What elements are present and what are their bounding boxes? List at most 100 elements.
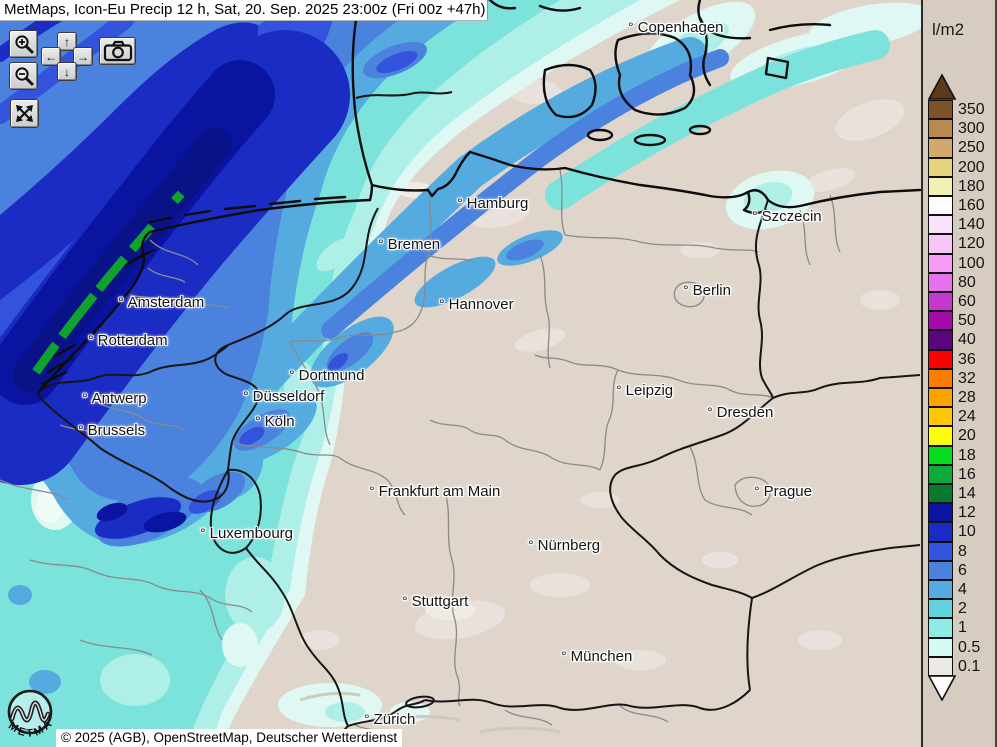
city-label-brussels: ° Brussels bbox=[78, 422, 145, 439]
snapshot-button[interactable] bbox=[99, 37, 136, 65]
legend-unit-label: l/m2 bbox=[932, 20, 965, 39]
legend-value: 120 bbox=[958, 235, 985, 253]
city-label-hannover: ° Hannover bbox=[439, 296, 514, 313]
legend-value: 14 bbox=[958, 485, 976, 502]
legend-value: 50 bbox=[958, 312, 976, 330]
legend-value: 1 bbox=[958, 619, 967, 637]
precip-legend-panel: l/m2 350 300 250 200 180 160 140 120 100 80 60 50 40… bbox=[921, 0, 997, 747]
legend-value: 6 bbox=[958, 561, 967, 579]
city-marker: ° bbox=[754, 483, 760, 499]
city-label-antwerp: ° Antwerp bbox=[82, 390, 147, 407]
legend-value: 0.5 bbox=[958, 638, 981, 656]
city-label-n-rnberg: ° Nürnberg bbox=[528, 537, 600, 554]
city-label-stuttgart: ° Stuttgart bbox=[402, 593, 468, 610]
zoom-in-icon bbox=[14, 35, 33, 54]
city-label-k-ln: ° Köln bbox=[255, 413, 295, 430]
pan-down-button[interactable]: ↓ bbox=[57, 62, 77, 81]
zoom-out-button[interactable] bbox=[9, 62, 38, 90]
fullscreen-icon bbox=[16, 105, 33, 122]
city-name: Antwerp bbox=[91, 390, 147, 407]
city-marker: ° bbox=[616, 382, 622, 398]
legend-swatch bbox=[928, 388, 953, 408]
city-label-d-sseldorf: ° Düsseldorf bbox=[243, 388, 324, 405]
city-name: Berlin bbox=[692, 282, 731, 299]
legend-bottom-arrow bbox=[928, 674, 957, 701]
map-title: MetMaps, Icon-Eu Precip 12 h, Sat, 20. S… bbox=[4, 1, 486, 18]
city-marker: ° bbox=[255, 413, 261, 429]
legend-value: 350 bbox=[958, 101, 985, 118]
legend-swatch bbox=[928, 503, 953, 523]
legend-swatch bbox=[928, 272, 953, 292]
trace-precip-patches bbox=[300, 37, 905, 670]
city-name: Zürich bbox=[373, 711, 416, 728]
legend-value: 2 bbox=[958, 600, 967, 618]
city-name: Köln bbox=[264, 413, 295, 430]
legend-swatch bbox=[928, 541, 953, 561]
pan-left-icon: ← bbox=[45, 49, 57, 64]
city-label-rotterdam: ° Rotterdam bbox=[88, 332, 168, 349]
city-marker: ° bbox=[364, 711, 370, 727]
legend-swatch bbox=[928, 407, 953, 427]
precipitation-field bbox=[0, 0, 932, 747]
legend-value: 100 bbox=[958, 254, 985, 272]
legend-swatch bbox=[928, 637, 953, 657]
green-max-precip-streak bbox=[32, 166, 207, 375]
city-marker: ° bbox=[88, 332, 94, 348]
city-name: Düsseldorf bbox=[252, 388, 325, 405]
legend-swatch bbox=[928, 368, 953, 388]
legend-swatch bbox=[928, 484, 953, 504]
fullscreen-button[interactable] bbox=[10, 99, 39, 128]
city-label-m-nchen: ° München bbox=[561, 648, 632, 665]
camera-icon bbox=[103, 40, 132, 62]
city-label-leipzig: ° Leipzig bbox=[616, 382, 673, 399]
city-marker: ° bbox=[752, 208, 758, 224]
legend-value: 8 bbox=[958, 542, 967, 560]
city-label-berlin: ° Berlin bbox=[683, 282, 731, 299]
city-name: Leipzig bbox=[625, 382, 674, 399]
legend-swatch bbox=[928, 138, 953, 158]
zoom-in-button[interactable] bbox=[9, 30, 38, 58]
pan-right-button[interactable]: → bbox=[73, 47, 93, 66]
map-title-bar: MetMaps, Icon-Eu Precip 12 h, Sat, 20. S… bbox=[0, 0, 488, 21]
city-marker: ° bbox=[78, 422, 84, 438]
city-label-luxembourg: ° Luxembourg bbox=[200, 525, 293, 542]
city-label-amsterdam: ° Amsterdam bbox=[118, 294, 204, 311]
legend-swatch bbox=[928, 580, 953, 600]
pan-up-button[interactable]: ↑ bbox=[57, 32, 77, 51]
city-marker: ° bbox=[378, 236, 384, 252]
city-marker: ° bbox=[243, 388, 249, 404]
pan-left-button[interactable]: ← bbox=[41, 47, 61, 66]
city-name: Szczecin bbox=[761, 208, 822, 225]
legend-value: 80 bbox=[958, 273, 976, 291]
city-name: Dortmund bbox=[298, 367, 365, 384]
legend-swatch bbox=[928, 560, 953, 580]
city-marker: ° bbox=[200, 525, 206, 541]
legend-value: 32 bbox=[958, 369, 976, 387]
city-name: Rotterdam bbox=[97, 332, 168, 349]
city-name: Hannover bbox=[448, 296, 514, 313]
legend-value: 140 bbox=[958, 216, 985, 234]
legend-swatch bbox=[928, 522, 953, 542]
legend-swatch bbox=[928, 349, 953, 369]
city-name: Dresden bbox=[716, 404, 774, 421]
metmaps-logo[interactable]: METMAPS bbox=[0, 677, 61, 747]
attribution-bar: © 2025 (AGB), OpenStreetMap, Deutscher W… bbox=[56, 729, 403, 747]
city-marker: ° bbox=[82, 390, 88, 406]
city-label-prague: ° Prague bbox=[754, 483, 812, 500]
city-marker: ° bbox=[439, 296, 445, 312]
legend-value: 250 bbox=[958, 139, 985, 157]
legend-value: 10 bbox=[958, 523, 976, 541]
city-label-bremen: ° Bremen bbox=[378, 236, 440, 253]
legend-swatch bbox=[928, 292, 953, 312]
legend-swatch bbox=[928, 253, 953, 273]
legend-swatch bbox=[928, 234, 953, 254]
city-label-z-rich: ° Zürich bbox=[364, 711, 415, 728]
legend-swatch bbox=[928, 656, 953, 676]
city-marker: ° bbox=[402, 593, 408, 609]
city-marker: ° bbox=[628, 19, 634, 35]
legend-value: 20 bbox=[958, 427, 976, 445]
city-marker: ° bbox=[528, 537, 534, 553]
legend-swatch bbox=[928, 464, 953, 484]
legend-value: 18 bbox=[958, 446, 976, 464]
